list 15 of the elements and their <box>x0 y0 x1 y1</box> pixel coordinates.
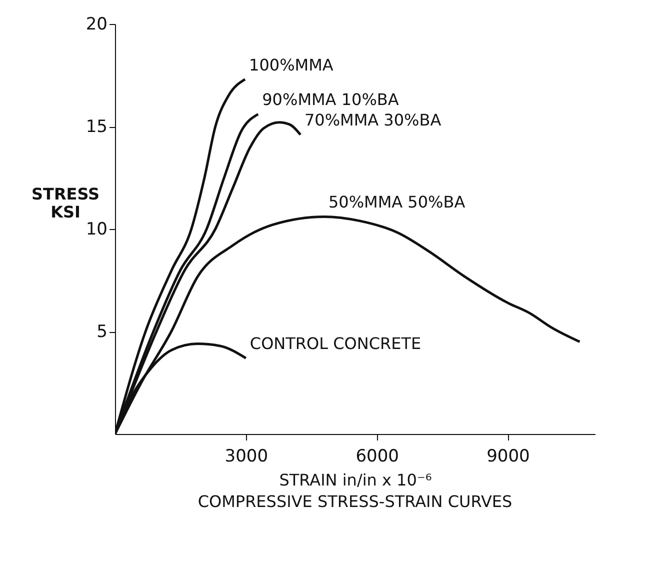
y-tick-label: 5 <box>96 322 108 342</box>
y-axis-title: STRESS KSI <box>31 184 100 222</box>
y-tick-label: 15 <box>86 117 108 137</box>
series-label: 70%MMA 30%BA <box>304 110 442 130</box>
y-tick-label: 20 <box>86 14 108 34</box>
x-axis-title: STRAIN in/in x 10⁻⁶ <box>279 470 432 490</box>
series-label: CONTROL CONCRETE <box>250 334 422 354</box>
series-label: 100%MMA <box>249 55 334 74</box>
y-tick-label: 10 <box>86 220 108 240</box>
series-label: 90%MMA 10%BA <box>262 90 399 110</box>
series-label: 50%MMA 50%BA <box>328 192 466 212</box>
text: COMPRESSIVE STRESS-STRAIN CURVES <box>198 492 512 511</box>
x-tick-label: 9000 <box>486 446 530 466</box>
x-tick-label: 3000 <box>224 446 268 466</box>
x-tick-label: 6000 <box>356 446 399 466</box>
